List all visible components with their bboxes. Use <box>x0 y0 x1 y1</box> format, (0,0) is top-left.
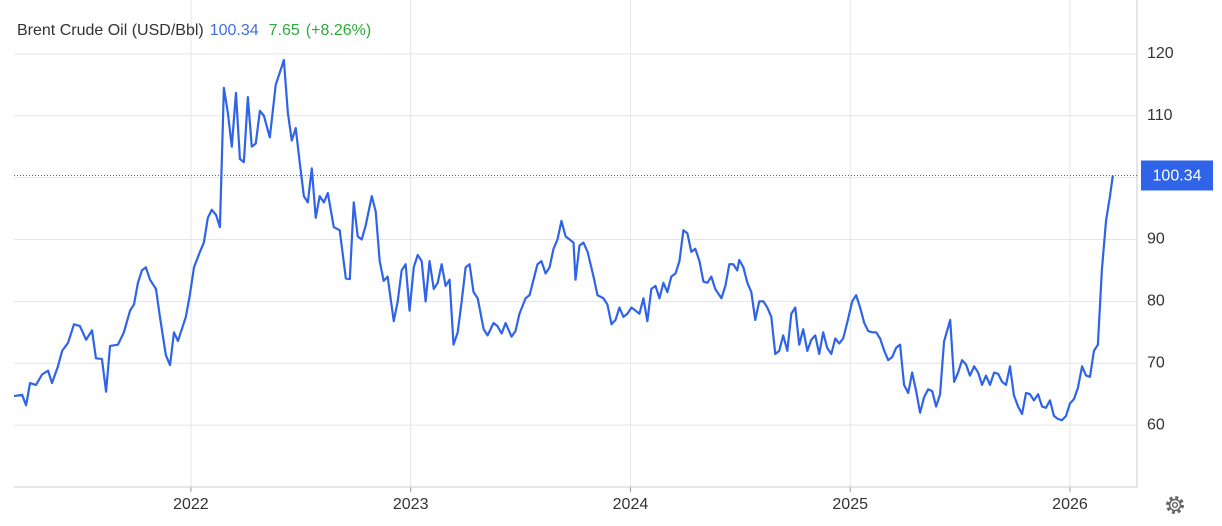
price-change: 7.65 <box>269 22 300 39</box>
chart-header: Brent Crude Oil (USD/Bbl) 100.34 7.65 (+8.2… <box>17 22 371 39</box>
settings-icon[interactable] <box>1166 496 1184 514</box>
x-tick-label: 2024 <box>613 496 649 513</box>
y-tick-label: 80 <box>1147 293 1165 310</box>
price-line <box>13 58 1114 422</box>
price-change-percent: (+8.26%) <box>306 22 371 39</box>
chart-title: Brent Crude Oil (USD/Bbl) <box>17 22 204 39</box>
last-price-badge <box>1141 160 1213 191</box>
y-tick-label: 90 <box>1147 231 1165 248</box>
y-tick-label: 110 <box>1147 107 1173 124</box>
grid <box>14 0 1137 487</box>
x-tick-label: 2026 <box>1052 496 1088 513</box>
x-tick-label: 2023 <box>393 496 429 513</box>
x-tick-label: 2025 <box>832 496 868 513</box>
y-tick-label: 70 <box>1147 354 1165 371</box>
y-tick-label: 120 <box>1147 45 1174 62</box>
last-price: 100.34 <box>210 22 259 39</box>
x-tick-label: 2022 <box>173 496 209 513</box>
last-price-label: 100.34 <box>1153 168 1202 185</box>
y-tick-label: 60 <box>1147 416 1165 433</box>
